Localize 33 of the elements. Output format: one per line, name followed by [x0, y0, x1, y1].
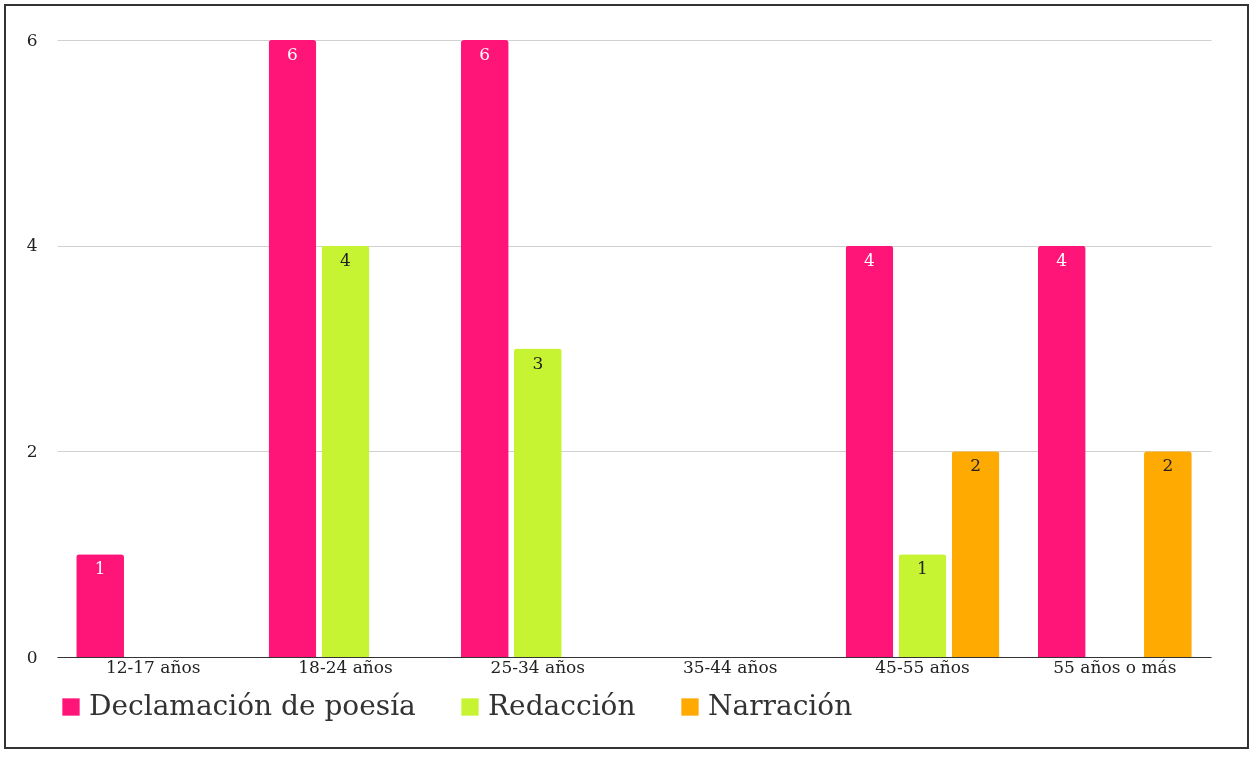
data-label: 6 — [287, 44, 298, 64]
legend-label: Narración — [708, 689, 853, 722]
data-label: 4 — [1056, 249, 1068, 270]
data-label: 3 — [532, 352, 544, 373]
data-label: 1 — [94, 558, 106, 579]
x-tick-label: 55 años o más — [1053, 656, 1177, 677]
x-tick-label: 12-17 años — [105, 656, 201, 677]
y-tick-label: 2 — [26, 440, 38, 461]
data-label: 1 — [917, 558, 928, 579]
bar — [268, 40, 317, 657]
bar — [1144, 451, 1192, 657]
bar — [76, 554, 124, 657]
bar — [898, 554, 947, 657]
x-tick-label: 35-44 años — [682, 656, 778, 677]
x-tick-label: 45-55 años — [875, 656, 970, 677]
bar — [513, 348, 562, 657]
bar — [1037, 245, 1086, 657]
bar — [460, 40, 509, 657]
y-tick-label: 0 — [26, 646, 38, 667]
y-tick-label: 6 — [26, 29, 38, 50]
bar — [321, 245, 370, 657]
y-tick-label: 4 — [26, 235, 38, 256]
data-label: 4 — [340, 249, 351, 270]
data-label: 4 — [864, 249, 875, 270]
data-label: 2 — [1162, 455, 1174, 476]
bar — [845, 245, 894, 657]
x-tick-label: 25-34 años — [490, 656, 586, 677]
legend-label: Declamación de poesía — [89, 689, 416, 722]
data-label: 2 — [970, 455, 981, 476]
data-label: 6 — [479, 44, 491, 64]
bar — [951, 451, 1000, 657]
x-tick-label: 18-24 años — [298, 656, 393, 677]
legend-label: Redacción — [488, 689, 636, 722]
